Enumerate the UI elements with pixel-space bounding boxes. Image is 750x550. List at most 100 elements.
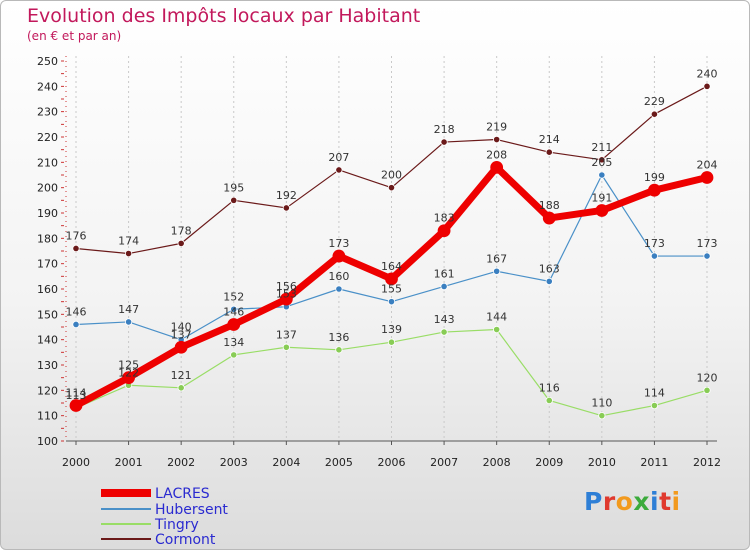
data-point-hubersent xyxy=(230,305,238,313)
data-label-tingry: 144 xyxy=(486,311,507,324)
x-tick-label: 2005 xyxy=(325,456,353,469)
x-tick-label: 2000 xyxy=(62,456,90,469)
data-label-lacres: 191 xyxy=(591,191,612,204)
data-point-cormont xyxy=(440,138,448,146)
data-label-hubersent: 167 xyxy=(486,252,507,265)
x-tick-label: 2006 xyxy=(378,456,406,469)
data-label-tingry: 137 xyxy=(276,328,297,341)
data-point-lacres xyxy=(648,183,661,197)
data-point-tingry xyxy=(650,401,659,410)
x-tick-label: 2009 xyxy=(535,456,563,469)
data-point-lacres xyxy=(437,224,451,238)
chart-subtitle: (en € et par an) xyxy=(27,29,122,43)
data-label-lacres: 164 xyxy=(381,260,402,273)
data-label-lacres: 183 xyxy=(434,212,455,225)
data-point-hubersent xyxy=(440,282,448,291)
data-point-tingry xyxy=(177,384,185,392)
data-point-tingry xyxy=(598,412,606,420)
data-point-tingry xyxy=(230,351,238,359)
y-tick-label: 230 xyxy=(37,106,58,119)
data-point-lacres xyxy=(542,211,556,225)
data-label-tingry: 134 xyxy=(223,336,244,349)
x-tick-label: 2008 xyxy=(483,456,511,469)
data-label-lacres: 156 xyxy=(276,280,297,293)
data-label-tingry: 136 xyxy=(328,331,349,344)
data-point-hubersent xyxy=(72,320,80,329)
data-point-tingry xyxy=(282,343,290,351)
data-label-cormont: 195 xyxy=(223,181,244,194)
data-point-cormont xyxy=(703,82,711,90)
x-tick-label: 2007 xyxy=(430,456,458,469)
data-label-lacres: 188 xyxy=(539,199,560,212)
y-tick-label: 150 xyxy=(37,308,58,321)
data-point-hubersent xyxy=(703,252,711,260)
data-label-lacres: 173 xyxy=(328,237,349,250)
data-label-tingry: 113 xyxy=(66,389,87,402)
x-tick-label: 2010 xyxy=(588,456,616,469)
data-label-tingry: 114 xyxy=(644,387,665,400)
legend-label-hubersent: Hubersent xyxy=(155,502,228,518)
data-label-cormont: 211 xyxy=(591,141,612,154)
data-point-cormont xyxy=(124,249,133,258)
y-tick-label: 190 xyxy=(37,207,58,220)
data-point-hubersent xyxy=(650,252,659,260)
data-label-lacres: 199 xyxy=(644,171,665,184)
data-label-tingry: 139 xyxy=(381,323,402,336)
data-label-hubersent: 146 xyxy=(66,305,87,318)
data-label-cormont: 207 xyxy=(328,151,349,164)
y-tick-label: 140 xyxy=(37,334,58,347)
data-point-tingry xyxy=(387,338,396,346)
data-point-cormont xyxy=(598,156,606,164)
y-tick-label: 240 xyxy=(37,80,58,93)
y-tick-label: 180 xyxy=(37,232,58,245)
data-label-cormont: 240 xyxy=(697,67,718,80)
data-label-tingry: 116 xyxy=(539,381,560,394)
data-label-tingry: 120 xyxy=(697,371,718,384)
logo-letter: r xyxy=(602,487,616,516)
data-point-tingry xyxy=(440,328,448,336)
data-label-cormont: 219 xyxy=(486,121,507,134)
y-tick-label: 100 xyxy=(37,435,58,448)
data-point-cormont xyxy=(493,135,501,144)
y-tick-label: 200 xyxy=(37,182,58,195)
y-tick-label: 120 xyxy=(37,384,58,397)
data-point-lacres xyxy=(279,292,293,306)
data-label-cormont: 214 xyxy=(539,133,560,146)
data-point-hubersent xyxy=(124,318,133,326)
data-label-hubersent: 173 xyxy=(697,237,718,250)
x-tick-label: 2004 xyxy=(272,456,300,469)
data-label-lacres: 146 xyxy=(223,305,244,318)
data-point-lacres xyxy=(332,249,346,263)
data-point-hubersent xyxy=(598,171,606,179)
data-point-hubersent xyxy=(493,267,501,275)
logo-letter: o xyxy=(615,487,634,516)
logo-letter: P xyxy=(584,487,603,516)
proxiti-logo: Proxiti xyxy=(584,487,681,516)
data-label-lacres: 137 xyxy=(171,328,192,341)
data-point-lacres xyxy=(385,272,398,286)
data-label-cormont: 200 xyxy=(381,169,402,182)
chart-title: Evolution des Impôts locaux par Habitant xyxy=(27,5,421,27)
data-label-hubersent: 147 xyxy=(118,303,139,316)
data-label-tingry: 121 xyxy=(171,369,192,382)
data-label-hubersent: 160 xyxy=(328,270,349,283)
data-point-cormont xyxy=(230,196,238,204)
data-point-hubersent xyxy=(335,285,343,293)
data-label-hubersent: 205 xyxy=(591,156,612,169)
y-tick-label: 110 xyxy=(37,410,58,423)
data-label-hubersent: 155 xyxy=(381,283,402,296)
data-label-hubersent: 152 xyxy=(223,290,244,303)
data-point-cormont xyxy=(545,148,553,156)
logo-letter: i xyxy=(671,487,681,516)
data-label-cormont: 229 xyxy=(644,95,665,108)
data-label-lacres: 204 xyxy=(697,159,718,172)
x-tick-label: 2001 xyxy=(115,456,143,469)
data-point-cormont xyxy=(282,204,290,212)
data-point-tingry xyxy=(545,396,553,405)
y-tick-label: 220 xyxy=(37,131,58,144)
data-point-lacres xyxy=(69,399,83,412)
data-point-cormont xyxy=(72,244,80,253)
data-point-lacres xyxy=(122,371,135,385)
data-point-tingry xyxy=(703,386,711,394)
